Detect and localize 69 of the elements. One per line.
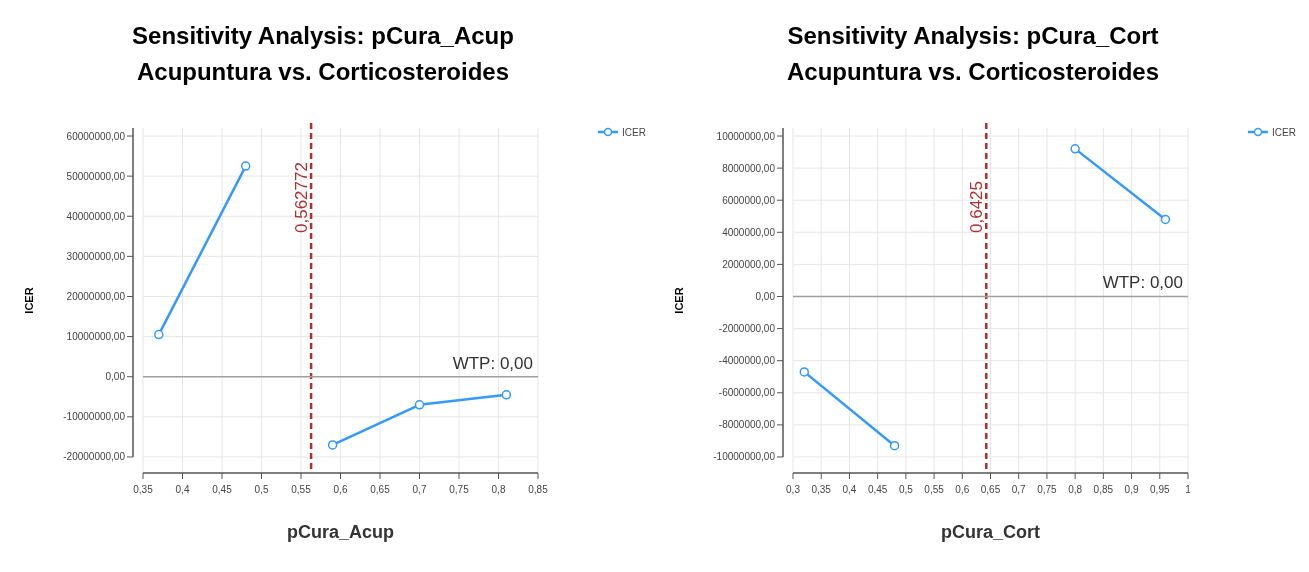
legend-label: ICER — [622, 126, 646, 138]
x-tick-label: 0,8 — [1068, 484, 1083, 495]
chart-subtitle: Acupuntura vs. Corticosteroides — [136, 58, 510, 85]
y-tick-label: 0,00 — [105, 371, 126, 383]
x-tick-label: 0,35 — [811, 484, 832, 495]
ref-line-label: 0,562772 — [292, 162, 312, 233]
x-tick-label: 0,95 — [1150, 484, 1170, 495]
ref-line-label: WTP: 0,00 — [1102, 273, 1183, 293]
point — [889, 440, 900, 451]
x-tick-label: 0,65 — [980, 484, 1001, 495]
y-tick-label: 0,00 — [755, 290, 776, 302]
x-tick-label: 0,35 — [133, 484, 154, 495]
y-tick-label: -20000000,00 — [63, 451, 126, 463]
y-tick-label: -8000000,00 — [718, 419, 776, 431]
x-tick-label: 0,75 — [1037, 484, 1058, 495]
x-tick-label: 0,3 — [786, 484, 801, 495]
y-tick-label: 8000000,00 — [722, 162, 776, 174]
y-axis-title: ICER — [23, 287, 35, 314]
x-tick-label: 0,85 — [1093, 484, 1114, 495]
point — [1160, 214, 1171, 225]
x-tick-label: 0,75 — [449, 484, 470, 495]
x-tick-label: 0,5 — [254, 484, 269, 495]
x-tick-label: 0,6 — [955, 484, 970, 495]
y-tick-label: 40000000,00 — [66, 210, 126, 222]
y-tick-label: -2000000,00 — [718, 323, 776, 335]
chart-title: Sensitivity Analysis: pCura_Cort — [787, 22, 1159, 49]
x-tick-label: 0,5 — [898, 484, 914, 495]
point — [414, 400, 425, 410]
legend-label: ICER — [1272, 126, 1296, 138]
y-tick-label: 6000000,00 — [722, 194, 776, 206]
y-tick-label: -10000000,00 — [63, 411, 126, 423]
x-tick-label: 0,55 — [291, 484, 312, 495]
x-tick-label: 0,6 — [333, 484, 348, 495]
y-tick-label: 10000000,00 — [66, 331, 126, 343]
point — [154, 329, 164, 340]
point — [799, 367, 810, 377]
point — [240, 161, 251, 171]
x-tick-label: 0,45 — [867, 484, 888, 495]
point — [501, 390, 512, 400]
x-axis-title: pCura_Acup — [286, 522, 395, 542]
x-tick-label: 0,45 — [212, 484, 233, 495]
x-axis-title: pCura_Cort — [940, 522, 1041, 542]
x-tick-label: 0,85 — [528, 484, 549, 495]
x-tick-label: 0,4 — [842, 484, 857, 495]
x-tick-label: 0,9 — [1124, 484, 1139, 495]
y-tick-label: 50000000,00 — [66, 170, 126, 182]
chart-title: Sensitivity Analysis: pCura_Acup — [132, 22, 514, 49]
x-tick-label: 0,7 — [412, 484, 427, 495]
point — [327, 440, 338, 450]
y-tick-label: 60000000,00 — [66, 130, 126, 142]
x-tick-label: 0,65 — [370, 484, 391, 495]
x-tick-label: 0,55 — [924, 484, 945, 495]
ref-line-label: 0,6425 — [967, 181, 987, 233]
y-tick-label: 4000000,00 — [722, 226, 776, 238]
y-tick-label: -6000000,00 — [718, 387, 776, 399]
chart-subtitle: Acupuntura vs. Corticosteroides — [786, 58, 1160, 85]
x-tick-label: 0,8 — [491, 484, 506, 495]
x-tick-label: 1 — [1185, 484, 1192, 495]
y-tick-label: 2000000,00 — [722, 258, 776, 270]
point — [1070, 144, 1080, 154]
y-tick-label: 20000000,00 — [66, 290, 126, 302]
y-tick-label: 30000000,00 — [66, 250, 126, 262]
x-tick-label: 0,4 — [175, 484, 190, 495]
y-axis-title: ICER — [673, 287, 685, 314]
ref-line-label: WTP: 0,00 — [452, 353, 533, 373]
y-tick-label: 10000000,00 — [716, 130, 776, 142]
y-tick-label: -4000000,00 — [718, 355, 776, 367]
x-tick-label: 0,7 — [1011, 484, 1027, 495]
y-tick-label: -10000000,00 — [713, 451, 776, 463]
